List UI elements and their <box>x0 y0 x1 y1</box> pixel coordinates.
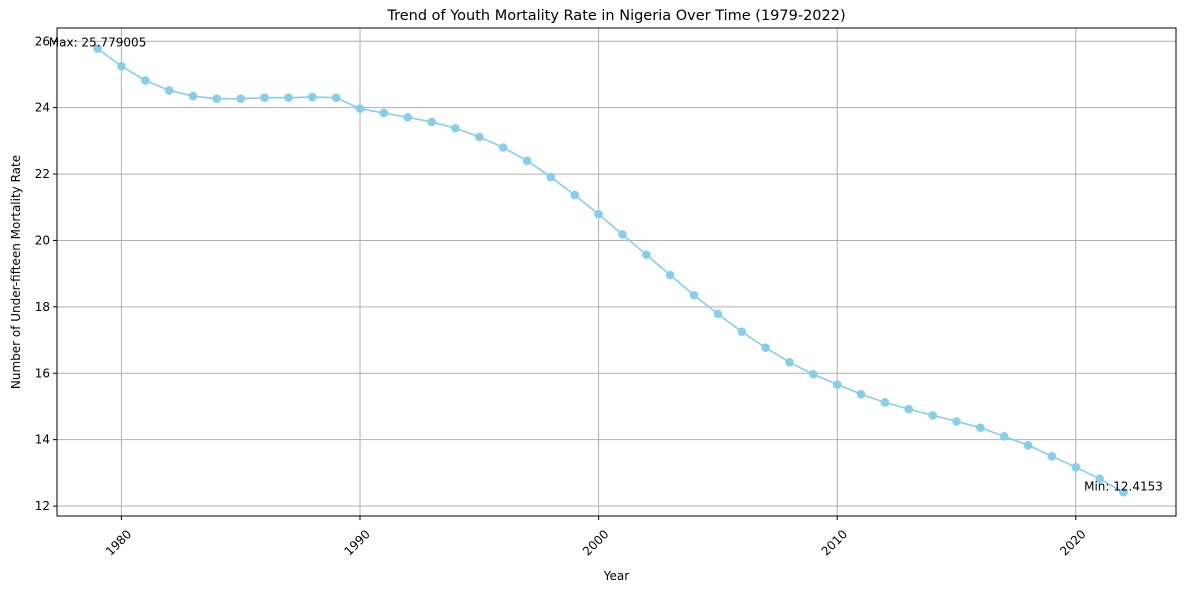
data-point <box>93 44 102 53</box>
data-point <box>952 417 961 426</box>
data-point <box>498 143 508 152</box>
data-point <box>475 132 484 142</box>
data-point <box>689 290 699 300</box>
data-point <box>236 94 246 104</box>
data-point <box>188 91 198 101</box>
data-point <box>761 343 770 352</box>
data-point <box>117 61 126 71</box>
data-point <box>594 209 603 219</box>
data-point <box>832 380 842 389</box>
y-axis-title: Number of Under-fifteen Mortality Rate <box>9 155 23 389</box>
data-point <box>307 92 317 102</box>
data-point <box>260 93 269 103</box>
data-point <box>928 411 937 420</box>
data-point <box>642 250 651 260</box>
data-point <box>164 86 174 95</box>
data-point <box>451 123 460 133</box>
data-point <box>331 93 341 103</box>
data-point <box>618 230 627 239</box>
y-tick-label: 18 <box>35 300 50 314</box>
y-tick-label: 14 <box>35 433 50 447</box>
data-point <box>379 108 389 118</box>
y-tick-label: 16 <box>35 366 50 380</box>
data-point <box>1119 487 1128 497</box>
data-point <box>999 432 1009 441</box>
data-point <box>427 117 436 127</box>
data-point <box>570 190 580 200</box>
data-point <box>284 93 293 103</box>
data-point <box>904 404 914 414</box>
x-axis-title: Year <box>603 569 629 583</box>
data-point <box>809 369 818 379</box>
data-point <box>522 156 532 166</box>
data-point <box>1071 462 1081 472</box>
y-tick-label: 20 <box>35 233 50 247</box>
data-point <box>737 327 747 337</box>
y-tick-label: 24 <box>35 101 50 115</box>
y-tick-label: 12 <box>35 499 50 513</box>
data-point <box>355 104 365 113</box>
annotation-label: Min: 12.4153 <box>1084 479 1163 493</box>
data-point <box>856 389 866 399</box>
data-points <box>93 44 1128 497</box>
plot-area-frame <box>56 27 1177 517</box>
annotations: Max: 25.779005 Min: 12.4153 <box>49 36 1163 494</box>
data-point <box>976 423 985 432</box>
data-point <box>713 309 723 319</box>
data-point <box>665 270 675 280</box>
data-point <box>212 94 222 104</box>
data-point <box>1023 440 1033 450</box>
y-tick-label: 22 <box>35 167 50 181</box>
data-point <box>880 398 890 407</box>
chart-title: Trend of Youth Mortality Rate in Nigeria… <box>386 8 845 24</box>
data-point <box>785 357 794 367</box>
data-point <box>1047 451 1057 461</box>
y-tick-label: 26 <box>35 34 50 48</box>
annotation-label: Max: 25.779005 <box>49 36 147 50</box>
data-point <box>140 76 150 85</box>
data-point <box>1095 474 1104 484</box>
grid <box>57 28 1176 516</box>
data-point <box>403 113 413 122</box>
data-point <box>546 172 556 182</box>
